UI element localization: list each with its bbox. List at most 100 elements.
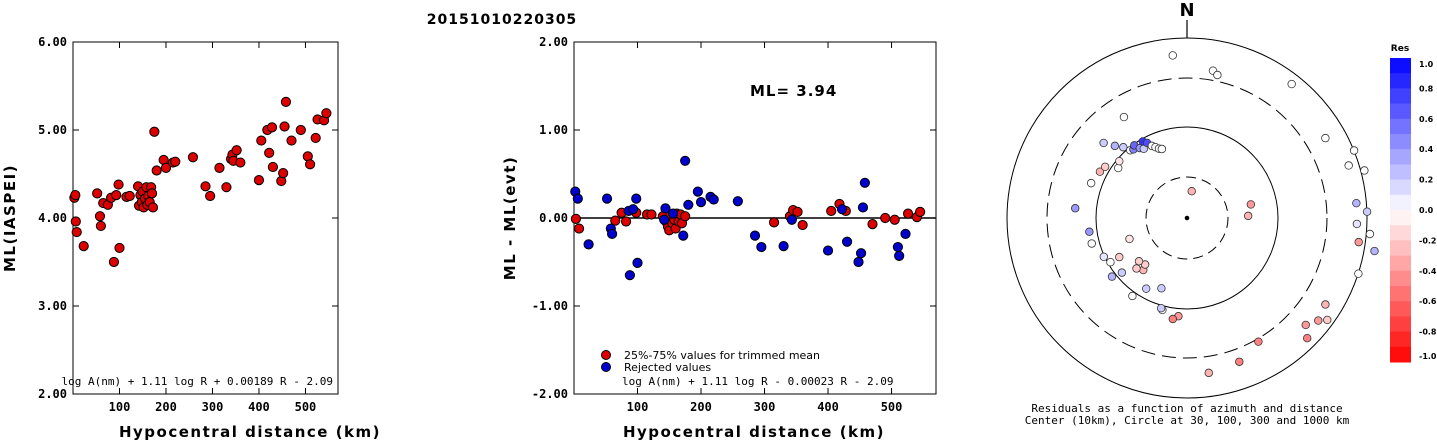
legend-label-trimmed: 25%-75% values for trimmed mean xyxy=(624,349,820,362)
data-point xyxy=(660,203,671,214)
data-point xyxy=(680,155,691,166)
ring-100km xyxy=(1095,126,1279,310)
y-tick-label: 6.00 xyxy=(38,35,67,49)
data-point xyxy=(632,257,643,268)
y-tick-label: 2.00 xyxy=(539,35,568,49)
station-marker xyxy=(1141,284,1151,293)
station-marker xyxy=(1085,227,1094,236)
station-marker xyxy=(1362,207,1372,216)
magnitude-vs-distance-panel: 2.00 3.00 4.00 5.00 6.00 100 200 300 400 500 log … xyxy=(1,35,380,441)
station-marker xyxy=(1119,143,1128,152)
y-tick-label: -2.00 xyxy=(532,387,568,401)
y-axis-label: ML - ML(evt) xyxy=(501,156,519,280)
station-marker xyxy=(1370,246,1379,256)
axis-ticks: 2.00 3.00 4.00 5.00 6.00 100 200 300 400 500 xyxy=(38,35,338,414)
colorbar-tick-label: 0.4 xyxy=(1419,145,1434,154)
station-marker xyxy=(1349,146,1359,155)
station-marker xyxy=(1352,198,1361,208)
caption-line-2: Center (10km), Circle at 30, 100, 300 an… xyxy=(1025,414,1350,427)
station-marker xyxy=(1106,258,1115,267)
data-point xyxy=(859,177,870,188)
station-marker xyxy=(1099,252,1109,261)
x-tick-label: 100 xyxy=(627,400,649,414)
data-point xyxy=(235,157,246,168)
station-marker xyxy=(1115,156,1124,166)
data-point xyxy=(147,202,159,213)
station-marker xyxy=(1301,320,1310,330)
y-tick-label: 3.00 xyxy=(38,299,67,313)
data-point xyxy=(631,193,642,204)
station-marker xyxy=(1134,257,1144,266)
colorbar-title: Res xyxy=(1391,44,1409,54)
station-marker xyxy=(1246,200,1256,209)
station-marker xyxy=(1071,204,1080,213)
data-point xyxy=(214,162,225,173)
data-point xyxy=(200,181,211,192)
y-tick-label: 5.00 xyxy=(38,123,67,137)
data-point xyxy=(221,182,232,193)
station-marker xyxy=(1156,304,1166,313)
data-point xyxy=(607,228,618,239)
data-point xyxy=(95,220,106,232)
y-tick-label: 4.00 xyxy=(38,211,67,225)
plot-frame xyxy=(72,41,339,395)
data-point xyxy=(286,135,297,146)
station-marker xyxy=(1168,51,1177,60)
data-point xyxy=(678,230,689,241)
colorbar-cell xyxy=(1390,134,1411,150)
colorbar-cell xyxy=(1390,225,1411,241)
data-point xyxy=(683,199,694,210)
data-point xyxy=(114,242,125,254)
data-point xyxy=(570,213,582,224)
station-marker xyxy=(1128,291,1137,301)
station-marker xyxy=(1110,141,1120,151)
ring-1000km xyxy=(1006,37,1368,399)
station-marker xyxy=(1213,70,1222,80)
colorbar-cell xyxy=(1390,73,1411,89)
data-point xyxy=(797,219,808,231)
colorbar-cell xyxy=(1390,301,1411,317)
data-point xyxy=(187,152,199,163)
colorbar-tick-label: -0.8 xyxy=(1419,328,1437,337)
station-marker xyxy=(1243,211,1253,221)
data-point xyxy=(826,205,837,217)
station-marker xyxy=(1344,161,1353,170)
data-point xyxy=(620,216,632,227)
data-point xyxy=(902,208,914,219)
data-point xyxy=(786,214,797,225)
data-point xyxy=(280,96,292,107)
data-point xyxy=(894,250,905,261)
data-point xyxy=(572,193,583,204)
station-marker xyxy=(1254,337,1263,346)
station-marker xyxy=(1115,252,1124,262)
data-points xyxy=(570,155,926,281)
station-marker xyxy=(1303,334,1312,343)
colorbar-cells xyxy=(1390,58,1411,363)
data-point xyxy=(146,188,158,199)
legend-label-rejected: Rejected values xyxy=(624,361,711,374)
station-marker xyxy=(1321,300,1330,309)
residual-colorbar: Res 1.0 0.8 0.6 0.4 0.2 0.0 -0.2 -0.4 -0.6 -0.8 -1… xyxy=(1390,44,1437,363)
colorbar-cell xyxy=(1390,286,1411,302)
colorbar-tick-label: 0.6 xyxy=(1419,115,1434,124)
data-point xyxy=(867,219,878,230)
colorbar-tick-label: -0.2 xyxy=(1419,236,1437,245)
station-marker xyxy=(1168,314,1178,324)
x-tick-label: 500 xyxy=(881,400,903,414)
station-marker xyxy=(1087,239,1096,248)
colorbar-cell xyxy=(1390,118,1411,135)
data-point xyxy=(111,190,122,201)
data-point xyxy=(92,188,103,199)
station-marker xyxy=(1086,178,1096,188)
data-point xyxy=(71,226,82,238)
figure-title: 20151010220305 xyxy=(427,12,577,28)
data-point xyxy=(732,196,743,207)
station-marker xyxy=(1100,162,1110,172)
data-point xyxy=(78,241,89,252)
data-point xyxy=(573,223,585,234)
y-tick-label: 1.00 xyxy=(539,123,568,137)
data-point xyxy=(841,236,853,247)
data-point xyxy=(695,197,707,208)
data-point xyxy=(295,124,306,136)
data-point xyxy=(266,122,278,133)
